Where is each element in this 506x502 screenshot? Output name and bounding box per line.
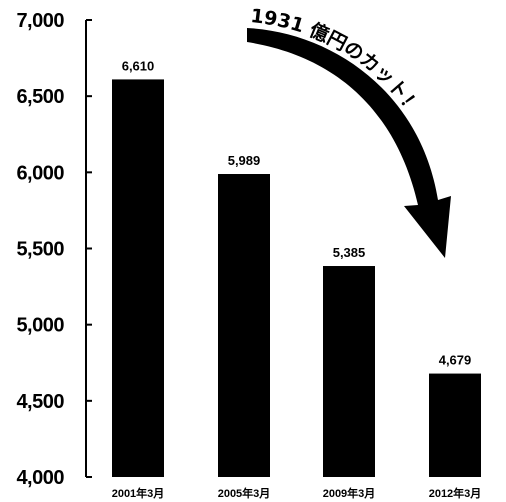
bar-value-label: 4,679 <box>439 353 472 368</box>
x-axis-labels: 2001年3月 2005年3月 2009年3月 2012年3月 <box>112 486 482 500</box>
y-tick-label: 5,500 <box>16 239 64 261</box>
data-labels: 6,610 5,989 5,385 4,679 <box>122 58 472 367</box>
y-tick-label: 6,000 <box>16 162 64 184</box>
x-category-label: 2001年3月 <box>112 486 165 500</box>
y-axis: 4,000 4,500 5,000 5,500 6,000 6,500 7,000 <box>16 10 92 489</box>
x-category-label: 2012年3月 <box>429 486 482 500</box>
bar-value-label: 5,989 <box>228 153 261 168</box>
y-tick-label: 7,000 <box>16 10 64 32</box>
x-category-label: 2009年3月 <box>323 486 376 500</box>
curved-arrow-shape <box>247 28 451 258</box>
bar <box>112 79 164 477</box>
y-tick-label: 4,500 <box>16 391 64 413</box>
y-tick-label: 4,000 <box>16 467 64 489</box>
x-category-label: 2005年3月 <box>218 486 271 500</box>
y-tick-label: 5,000 <box>16 315 64 337</box>
bar <box>323 266 375 477</box>
bar <box>429 373 481 477</box>
bars <box>112 79 481 477</box>
bar <box>218 174 270 477</box>
bar-value-label: 5,385 <box>333 245 366 260</box>
bar-value-label: 6,610 <box>122 58 155 73</box>
cut-annotation: 1931 億円のカット！ <box>247 5 451 258</box>
y-tick-label: 6,500 <box>16 86 64 108</box>
